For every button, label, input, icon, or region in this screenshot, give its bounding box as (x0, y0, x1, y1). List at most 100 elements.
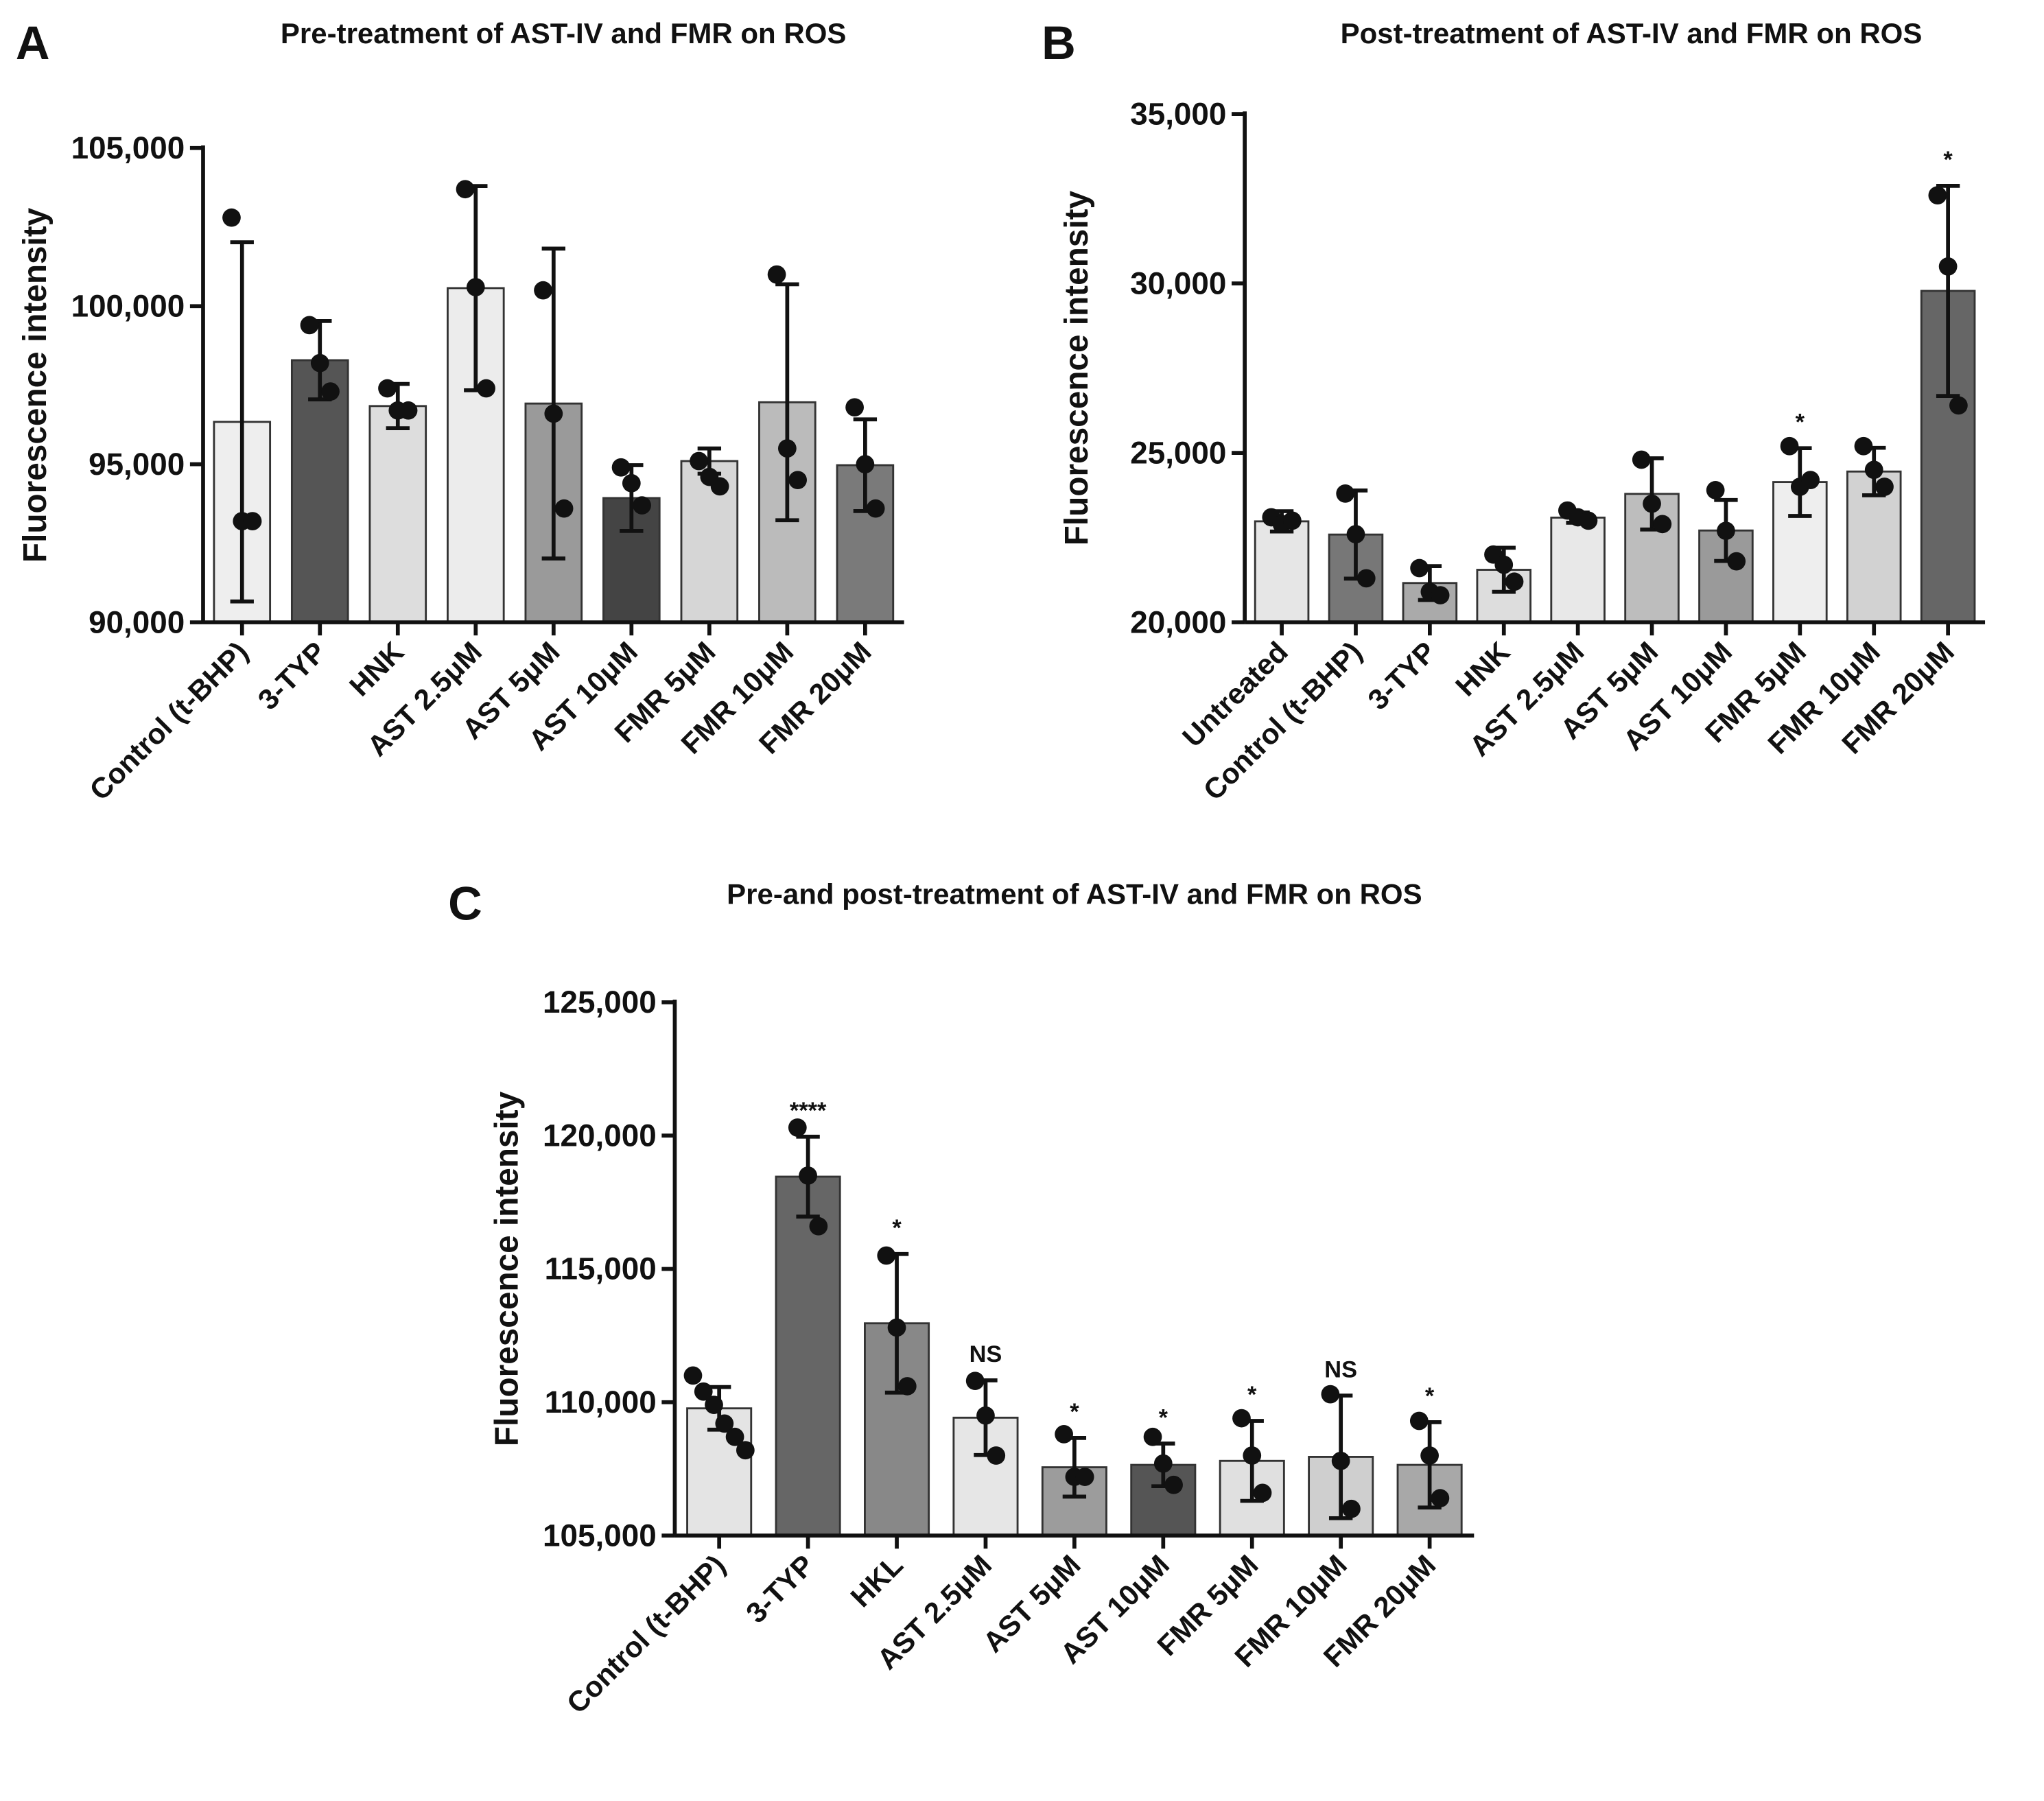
data-point (683, 1366, 703, 1385)
data-point (1653, 515, 1672, 534)
significance-label: * (892, 1215, 902, 1241)
data-point (1075, 1468, 1094, 1486)
y-tick-label: 90,000 (89, 604, 185, 639)
data-point (1431, 1489, 1450, 1508)
chart-title: Post-treatment of AST-IV and FMR on ROS (1341, 17, 1923, 49)
y-tick-label: 115,000 (545, 1251, 657, 1286)
y-tick-label: 30,000 (1130, 266, 1226, 301)
significance-label: * (1796, 409, 1805, 435)
data-point (1409, 1411, 1429, 1431)
data-point (456, 180, 475, 199)
data-point (1938, 257, 1958, 276)
bar (775, 1175, 841, 1537)
data-point (694, 1382, 713, 1401)
data-point (1356, 569, 1376, 588)
data-point (777, 439, 797, 458)
data-point (887, 1318, 906, 1337)
data-point (1579, 511, 1598, 530)
data-point (845, 398, 864, 417)
significance-label: * (1159, 1404, 1168, 1431)
panel-label: C (448, 878, 482, 930)
data-point (1864, 460, 1883, 480)
error-bar (1936, 183, 1960, 398)
data-point (1153, 1454, 1173, 1473)
data-point (1321, 1385, 1340, 1404)
data-point (300, 316, 319, 335)
chart-title: Pre-and post-treatment of AST-IV and FMR… (727, 878, 1422, 910)
significance-label: * (1247, 1382, 1257, 1408)
panel-label: B (1042, 16, 1076, 69)
y-tick-label: 125,000 (543, 985, 657, 1020)
x-tick-label: Control (t-BHP) (561, 1549, 731, 1719)
y-tick-label: 25,000 (1130, 435, 1226, 470)
data-point (736, 1441, 755, 1460)
data-point (399, 401, 418, 420)
significance-label: **** (790, 1098, 827, 1124)
significance-label: * (1070, 1399, 1079, 1425)
y-axis-label: Fluorescence intensity (17, 207, 54, 563)
y-tick-label: 20,000 (1130, 604, 1226, 639)
data-point (1410, 558, 1429, 578)
data-point (897, 1377, 917, 1396)
data-point (544, 404, 563, 423)
x-tick-label: 3-TYP (1361, 635, 1442, 716)
bar (1254, 520, 1310, 624)
data-point (788, 471, 808, 490)
data-point (1875, 478, 1894, 496)
significance-label: NS (1324, 1356, 1357, 1382)
data-point (1632, 450, 1651, 469)
data-point (310, 353, 329, 373)
data-point (1243, 1446, 1262, 1465)
data-point (243, 512, 262, 530)
data-point (987, 1446, 1006, 1465)
significance-label: * (1943, 147, 1953, 173)
data-point (622, 473, 641, 493)
data-point (866, 499, 885, 518)
data-point (1928, 186, 1947, 205)
data-point (534, 281, 552, 300)
data-point (1342, 1499, 1361, 1518)
data-point (725, 1427, 744, 1446)
data-point (477, 379, 495, 398)
y-tick-label: 120,000 (543, 1118, 657, 1153)
data-point (1420, 1446, 1439, 1465)
data-point (378, 379, 397, 398)
y-tick-label: 105,000 (543, 1518, 657, 1553)
data-point (690, 451, 708, 471)
significance-label: NS (970, 1341, 1002, 1367)
x-tick-label: HKL (845, 1549, 909, 1613)
data-point (767, 265, 786, 284)
data-point (1717, 521, 1735, 541)
y-tick-label: 35,000 (1130, 96, 1226, 131)
data-point (1949, 396, 1968, 415)
x-tick-label: 3-TYP (740, 1549, 820, 1629)
data-point (1854, 436, 1873, 456)
data-point (1780, 436, 1799, 456)
bar (1550, 517, 1606, 624)
data-point (1505, 572, 1524, 591)
x-tick-label: Control (t-BHP) (83, 635, 254, 806)
data-point (976, 1406, 995, 1425)
data-point (1346, 525, 1365, 544)
data-point (1494, 555, 1514, 574)
data-point (1282, 511, 1302, 530)
x-tick-label: HNK (343, 635, 410, 703)
data-point (1331, 1451, 1350, 1470)
data-point (1055, 1425, 1073, 1444)
data-point (1143, 1427, 1162, 1446)
y-tick-label: 100,000 (71, 288, 185, 323)
data-point (877, 1246, 896, 1265)
significance-label: * (1425, 1383, 1435, 1409)
bar (290, 359, 349, 624)
y-tick-label: 95,000 (89, 447, 185, 482)
error-bar (541, 246, 565, 561)
data-point (321, 382, 340, 401)
data-point (222, 208, 241, 227)
error-bar (775, 282, 799, 523)
data-point (1431, 586, 1450, 604)
data-point (809, 1216, 828, 1236)
data-point (856, 455, 875, 474)
y-axis-label: Fluorescence intensity (1059, 191, 1095, 546)
bar (368, 405, 427, 624)
